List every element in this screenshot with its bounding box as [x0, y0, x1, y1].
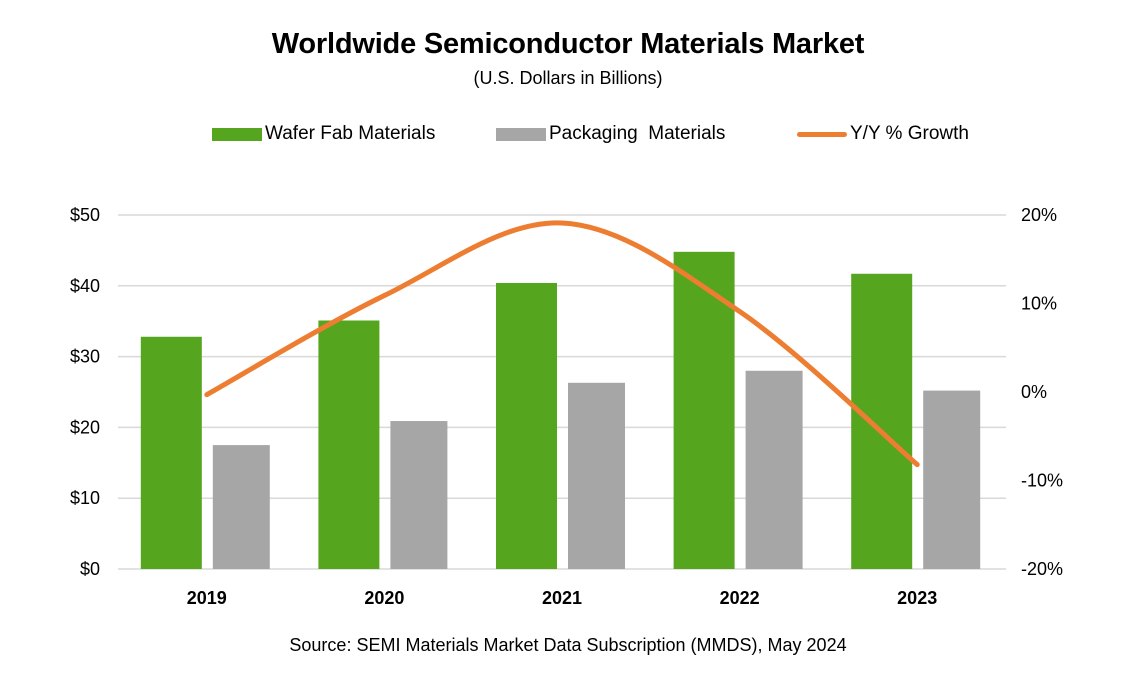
legend-label-growth: Y/Y % Growth: [850, 123, 969, 144]
y-left-tick-label: $40: [70, 276, 100, 296]
y-right-tick-label: 10%: [1021, 294, 1057, 314]
bar-wafer-fab-2022: [673, 251, 735, 570]
x-tick-label: 2020: [364, 588, 404, 608]
legend-label-wafer-fab: Wafer Fab Materials: [265, 123, 436, 144]
bar-packaging-2023: [923, 390, 981, 569]
legend-item-growth: Y/Y % Growth: [797, 123, 969, 145]
legend-swatch-packaging: [496, 127, 546, 141]
chart-subtitle: (U.S. Dollars in Billions): [473, 68, 663, 88]
y-right-tick-label: -20%: [1021, 559, 1063, 579]
source-note: Source: SEMI Materials Market Data Subsc…: [289, 635, 847, 655]
bar-wafer-fab-2020: [318, 320, 380, 569]
legend-swatch-growth: [797, 131, 847, 137]
bar-packaging-2020: [390, 421, 448, 569]
legend-swatch-wafer-fab: [212, 127, 262, 141]
bar-packaging-2019: [212, 445, 270, 569]
bar-wafer-fab-2021: [496, 282, 557, 569]
bar-packaging-2021: [568, 382, 625, 569]
y-left-tick-label: $30: [70, 347, 100, 367]
y-left-tick-label: $20: [70, 417, 100, 437]
y-right-tick-label: 0%: [1021, 382, 1047, 402]
y-right-tick-label: 20%: [1021, 205, 1057, 225]
y-left-tick-label: $0: [80, 559, 100, 579]
bar-wafer-fab-2019: [140, 336, 202, 569]
legend: Wafer Fab Materials Packaging Materials …: [0, 123, 1136, 149]
x-tick-label: 2023: [897, 588, 937, 608]
bar-packaging-2022: [745, 370, 803, 569]
x-tick-label: 2021: [542, 588, 582, 608]
chart-title: Worldwide Semiconductor Materials Market: [271, 28, 865, 60]
y-right-tick-label: -10%: [1021, 471, 1063, 491]
y-left-tick-label: $10: [70, 488, 100, 508]
legend-item-packaging: Packaging Materials: [496, 123, 725, 145]
x-tick-label: 2019: [187, 588, 227, 608]
legend-item-wafer-fab: Wafer Fab Materials: [212, 123, 435, 145]
x-tick-label: 2022: [720, 588, 760, 608]
growth-line: [204, 220, 920, 468]
legend-label-packaging: Packaging Materials: [549, 123, 726, 144]
y-left-tick-label: $50: [70, 205, 100, 225]
bar-wafer-fab-2023: [851, 273, 913, 569]
